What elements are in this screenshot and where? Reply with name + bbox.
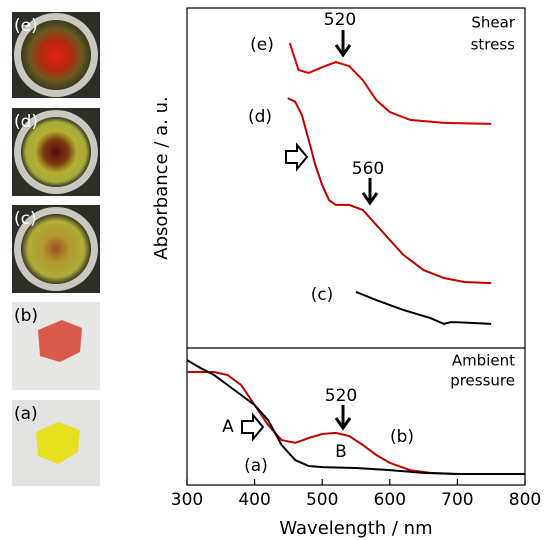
- panel-title: pressure: [450, 372, 515, 390]
- x-tick-label: 300: [171, 490, 203, 510]
- photo-label: (c): [14, 209, 37, 229]
- annotation: 520: [325, 386, 357, 406]
- curve-label: (e): [250, 35, 274, 55]
- spectrum-line: [287, 97, 492, 285]
- photo-label: (e): [14, 16, 38, 36]
- annotation: B: [335, 442, 347, 462]
- spectrum-line: [288, 42, 492, 125]
- arrow: [361, 178, 379, 206]
- axes-box: [186, 7, 526, 486]
- x-tick-label: 500: [306, 490, 338, 510]
- photos: [12, 12, 100, 486]
- spectrum-line: [186, 359, 525, 475]
- plot-frame: [186, 7, 526, 486]
- arrow: [334, 405, 352, 431]
- sample: [21, 214, 91, 284]
- sample: [36, 422, 80, 464]
- curve-label: (d): [248, 107, 272, 127]
- arrows: [241, 30, 379, 442]
- panel-title: Shear: [471, 14, 515, 32]
- sample: [21, 20, 91, 90]
- spectrum-line: [187, 371, 525, 475]
- photo-label: (d): [14, 112, 38, 132]
- curve-label: (c): [311, 285, 334, 305]
- panel-title: Ambient: [452, 352, 515, 370]
- x-axis-label: Wavelength / nm: [279, 518, 432, 539]
- x-tick-label: 700: [441, 490, 473, 510]
- y-axis-label: Absorbance / a. u.: [151, 96, 172, 259]
- arrow: [334, 30, 352, 58]
- spectrum-line: [355, 290, 492, 325]
- photo-label: (a): [14, 404, 38, 424]
- hollow-arrow: [241, 412, 265, 442]
- annotation: 520: [324, 10, 356, 30]
- photo-label: (b): [14, 306, 38, 326]
- curve-label: (a): [244, 456, 268, 476]
- x-tick-label: 800: [509, 490, 541, 510]
- panel-title: stress: [471, 36, 516, 54]
- x-tick-label: 400: [238, 490, 270, 510]
- sample: [38, 320, 82, 362]
- sample: [21, 117, 91, 187]
- x-tick-label: 600: [374, 490, 406, 510]
- curve-label: (b): [390, 427, 414, 447]
- annotation: 560: [352, 159, 384, 179]
- hollow-arrow: [285, 142, 309, 172]
- annotation: A: [222, 417, 234, 437]
